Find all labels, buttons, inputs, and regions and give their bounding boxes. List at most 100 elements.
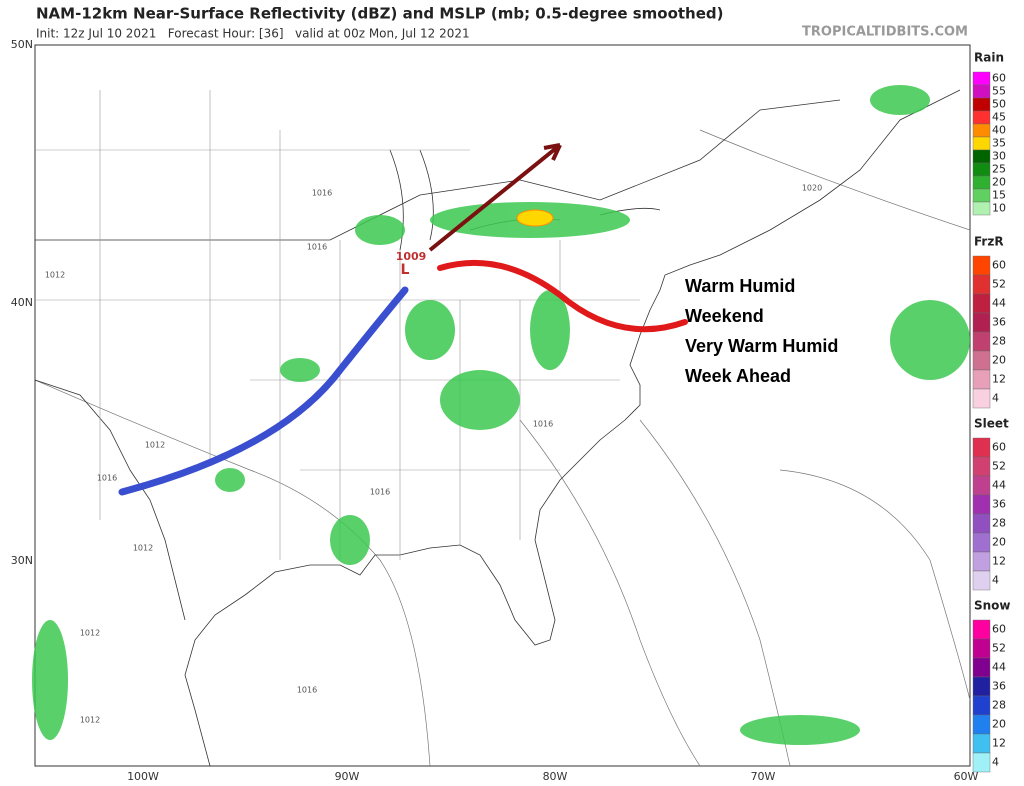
isobar-label: 1016 (307, 243, 327, 252)
precip-area (215, 468, 245, 492)
legend-label: 45 (992, 111, 1006, 124)
legend-label: 60 (992, 441, 1006, 454)
legend-label: 44 (992, 479, 1006, 492)
legend-label: 4 (992, 392, 999, 405)
precip-area (280, 358, 320, 382)
legend-title: Sleet (974, 417, 1009, 431)
isobar-label: 1016 (297, 686, 317, 695)
legend-swatch (972, 369, 991, 390)
isobar-label: 1016 (370, 488, 390, 497)
legend-swatch (972, 97, 991, 112)
precip-area (870, 85, 930, 115)
legend-swatch (972, 714, 991, 735)
great-lakes (389, 149, 661, 251)
annotation: Very Warm Humid (685, 336, 838, 356)
precip-area (740, 715, 860, 745)
legend-label: 60 (992, 623, 1006, 636)
isobar-label: 1016 (533, 420, 553, 429)
map (32, 44, 971, 767)
legend-label: 50 (992, 98, 1006, 111)
legend-label: 36 (992, 316, 1006, 329)
isobar (779, 469, 971, 701)
state-lines (35, 90, 640, 560)
legend-title: Snow (974, 599, 1011, 613)
legend-swatch (972, 136, 991, 151)
legend-swatch (972, 456, 991, 477)
legend-swatch (972, 331, 991, 352)
isobar-label: 1012 (80, 716, 100, 725)
legend-label: 36 (992, 680, 1006, 693)
legend-swatch (972, 752, 991, 773)
warm-front (437, 259, 688, 333)
isobar (34, 379, 431, 767)
legend-swatch (972, 657, 991, 678)
precip-area (530, 290, 570, 370)
legend-swatch (972, 551, 991, 572)
isobar (699, 129, 971, 231)
legend-swatch (972, 676, 991, 697)
legend-label: 4 (992, 756, 999, 769)
legend-label: 40 (992, 124, 1006, 137)
border (35, 99, 841, 241)
cold-front (118, 286, 409, 496)
annotation: Warm Humid (685, 276, 795, 296)
legend-label: 12 (992, 555, 1006, 568)
legend-label: 15 (992, 189, 1006, 202)
precip-area (405, 300, 455, 360)
precip-area (890, 300, 970, 380)
legend-label: 60 (992, 72, 1006, 85)
legend-swatch (972, 619, 991, 640)
legend-label: 44 (992, 297, 1006, 310)
isobar-label: 1012 (45, 271, 65, 280)
legend-swatch (972, 570, 991, 591)
lon-label: 90W (335, 770, 360, 783)
lat-label: 50N (11, 38, 33, 51)
legend-swatch (972, 123, 991, 138)
coastline (184, 89, 961, 767)
lat-label: 30N (11, 554, 33, 567)
legend-swatch (972, 733, 991, 754)
legend-label: 20 (992, 176, 1006, 189)
legend-label: 25 (992, 163, 1006, 176)
legend-swatch (972, 388, 991, 409)
legend-label: 52 (992, 278, 1006, 291)
legend-swatch (972, 84, 991, 99)
legend-swatch (972, 532, 991, 553)
legend-swatch (972, 201, 991, 216)
legend-swatch (972, 188, 991, 203)
low-symbol: L (401, 262, 410, 278)
lon-label: 100W (127, 770, 159, 783)
legend-label: 52 (992, 642, 1006, 655)
precip-area (32, 620, 68, 740)
precipitation (32, 85, 970, 745)
isobar (519, 419, 701, 767)
heavy-precip (516, 209, 554, 227)
subtitle: Init: 12z Jul 10 2021 Forecast Hour: [36… (36, 27, 470, 41)
isobar-label: 1020 (802, 184, 822, 193)
legend-label: 20 (992, 354, 1006, 367)
lon-label: 80W (543, 770, 568, 783)
legend-swatch (972, 175, 991, 190)
legend-label: 44 (992, 661, 1006, 674)
annotation: Weekend (685, 306, 764, 326)
legend-title: Rain (974, 51, 1004, 65)
isobar-label: 1016 (312, 189, 332, 198)
legend-label: 28 (992, 517, 1006, 530)
precip-area (330, 515, 370, 565)
isobar-label: 1012 (145, 441, 165, 450)
legend-swatch (972, 162, 991, 177)
source: TROPICALTIDBITS.COM (802, 25, 968, 40)
low-pressure: 1009 (396, 250, 427, 263)
legend-label: 30 (992, 150, 1006, 163)
legend-swatch (972, 695, 991, 716)
isobar-label: 1016 (97, 474, 117, 483)
legend-swatch (972, 293, 991, 314)
isobar-label: 1012 (80, 629, 100, 638)
legend-swatch (972, 71, 991, 86)
precip-area (355, 215, 405, 245)
legend-label: 28 (992, 335, 1006, 348)
lat-label: 40N (11, 296, 33, 309)
legend-swatch (972, 638, 991, 659)
